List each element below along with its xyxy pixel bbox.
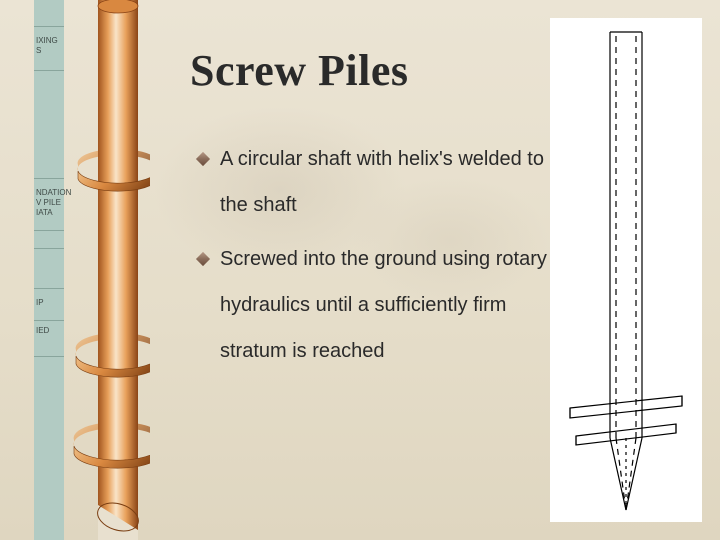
bullet-list: A circular shaft with helix's welded to … (190, 136, 550, 374)
screw-pile-line-diagram (550, 18, 702, 522)
legend-fragment: IXING S (36, 36, 58, 56)
slide-root: IXING SNDATION V PILE IATAIPIED (0, 0, 720, 540)
bullet-item: A circular shaft with helix's welded to … (190, 136, 550, 228)
bullet-text: Screwed into the ground using rotary hyd… (220, 248, 547, 362)
bullet-text: A circular shaft with helix's welded to … (220, 148, 544, 216)
legend-fragment: IED (36, 326, 49, 336)
screw-pile-3d (60, 0, 150, 540)
bullet-item: Screwed into the ground using rotary hyd… (190, 236, 550, 374)
legend-fragment: IP (36, 298, 44, 308)
slide-title: Screw Piles (190, 45, 550, 96)
left-image-column: IXING SNDATION V PILE IATAIPIED (34, 0, 149, 540)
diamond-bullet-icon (196, 152, 210, 166)
content-area: Screw Piles A circular shaft with helix'… (190, 45, 550, 382)
diamond-bullet-icon (196, 252, 210, 266)
